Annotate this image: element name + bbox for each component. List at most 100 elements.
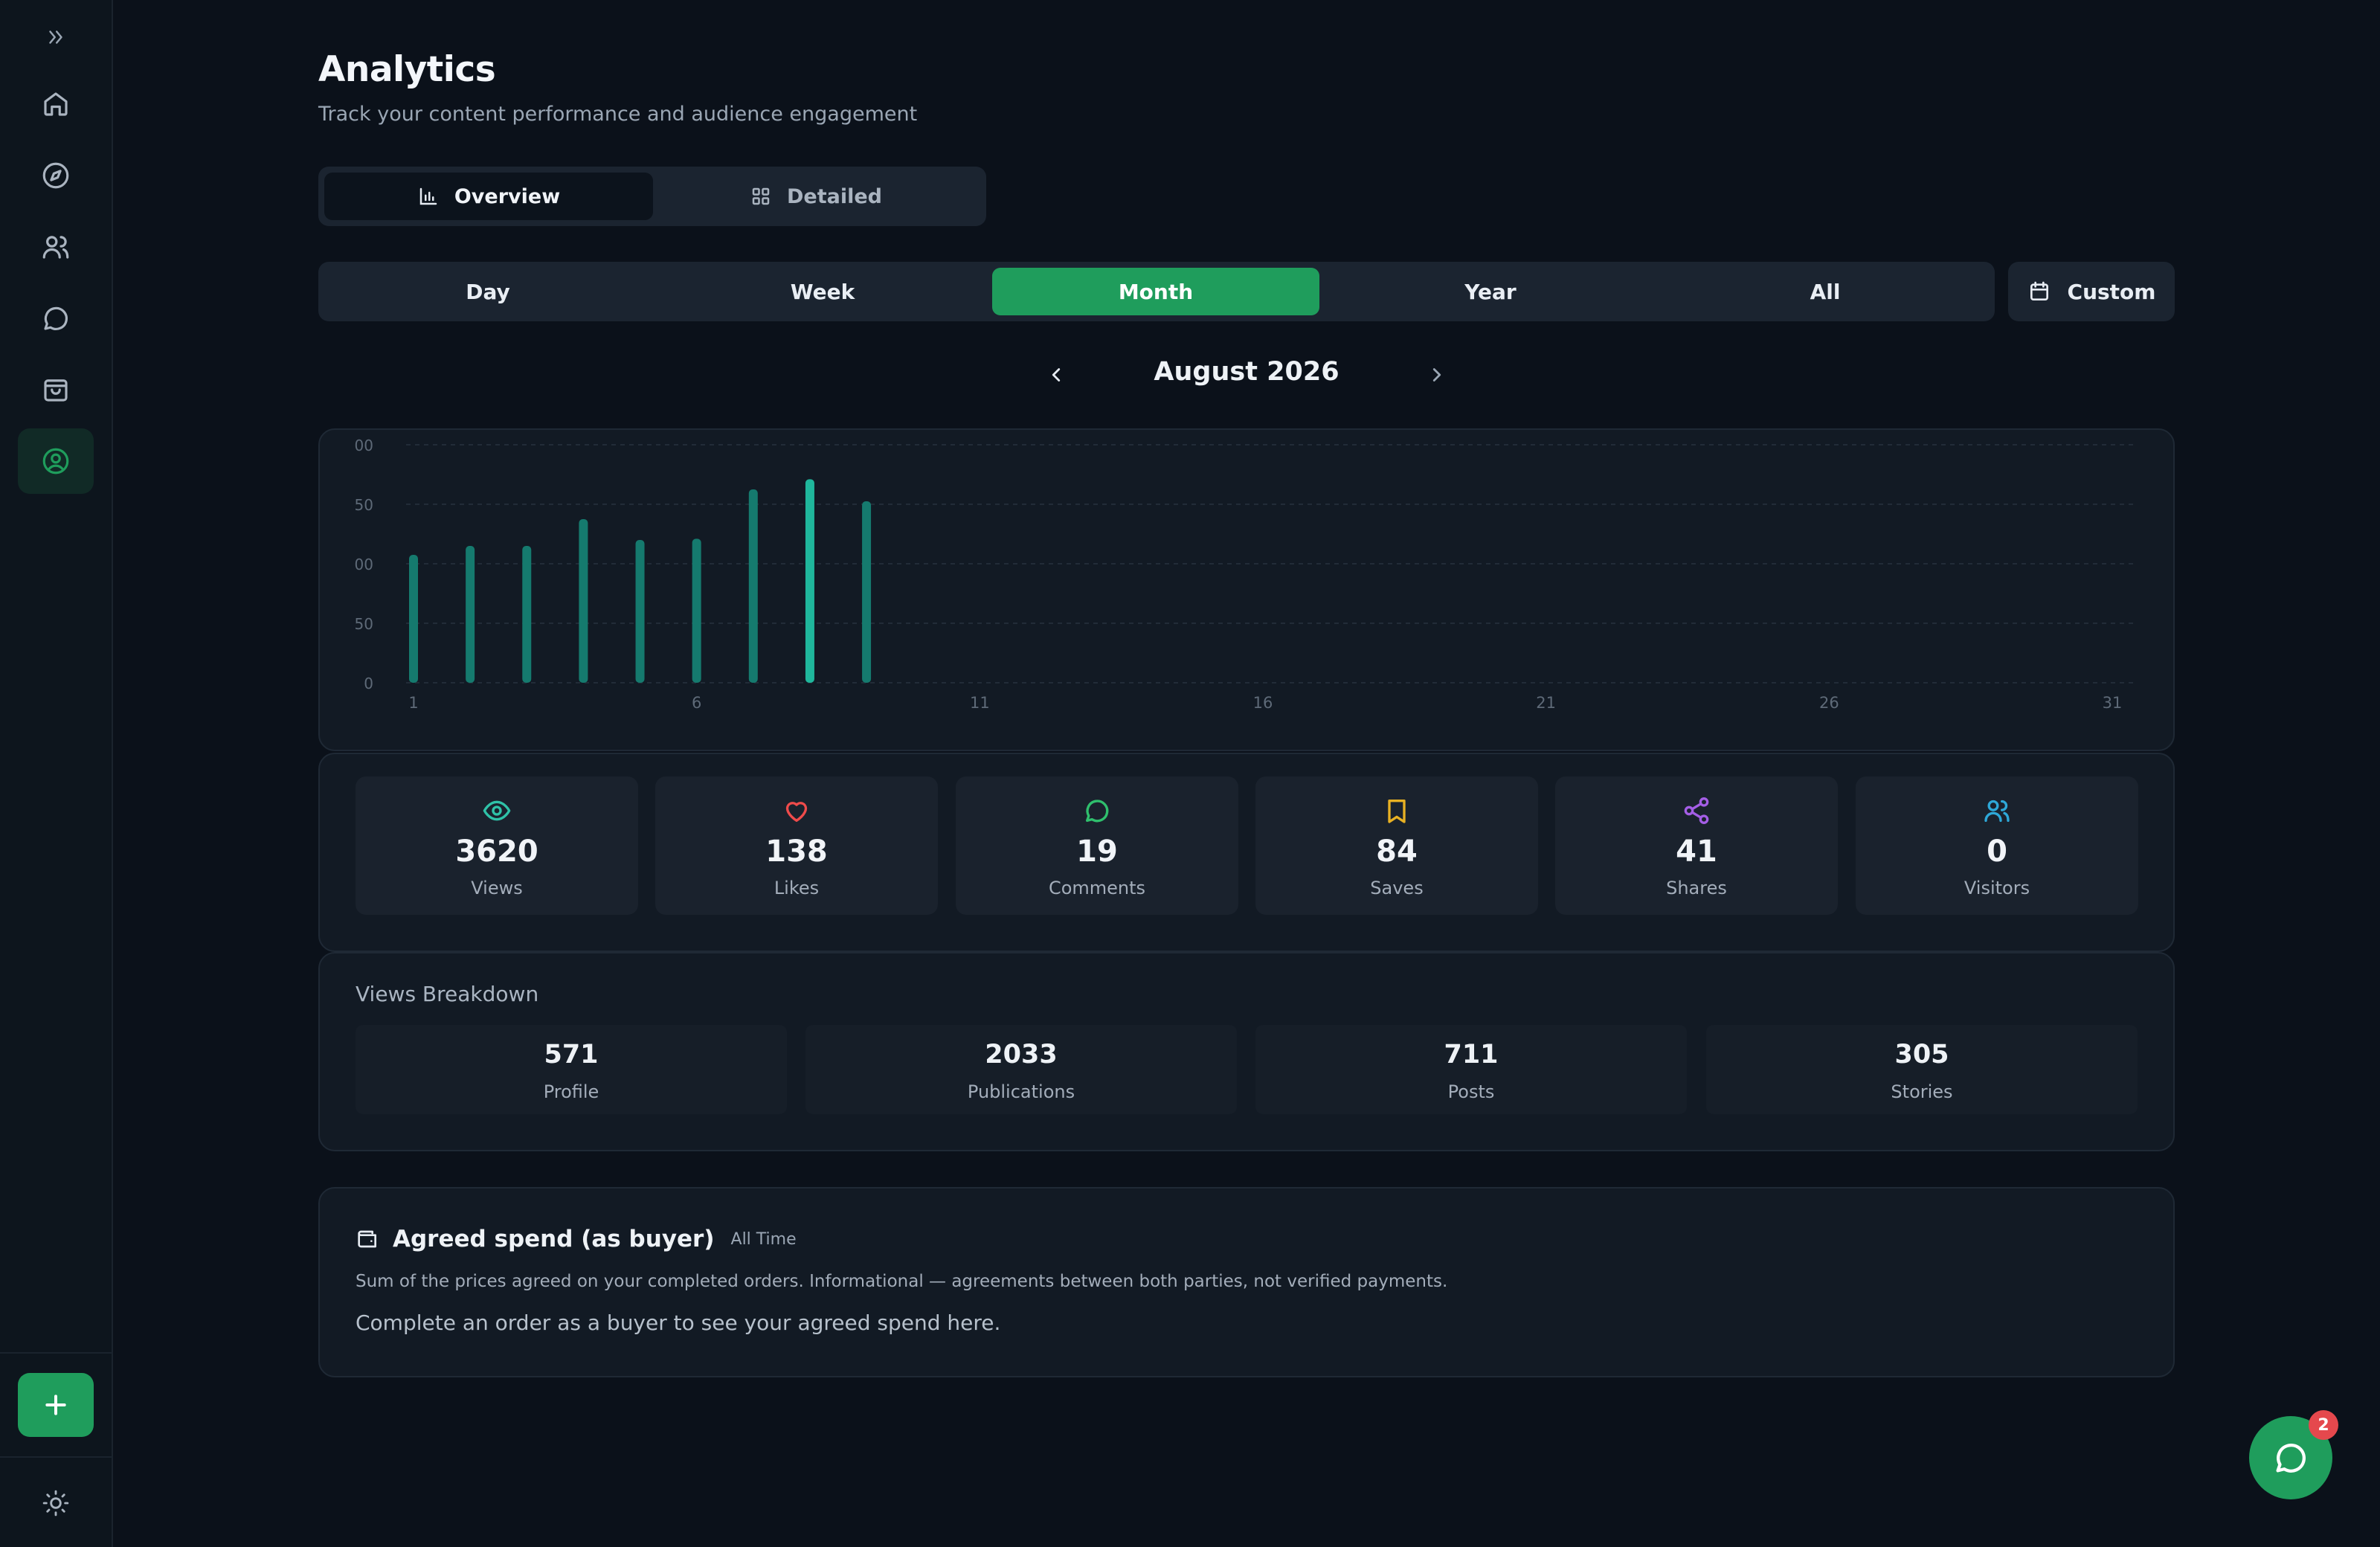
- tab-overview[interactable]: Overview: [324, 173, 653, 220]
- breakdown-profile: 571 Profile: [356, 1025, 787, 1114]
- stat-shares: 41 Shares: [1555, 776, 1838, 915]
- sun-icon: [42, 1490, 69, 1517]
- chart-bar[interactable]: [522, 546, 532, 683]
- stat-views: 3620 Views: [356, 776, 638, 915]
- views-breakdown-card: Views Breakdown 571 Profile 2033 Publica…: [318, 952, 2175, 1151]
- chart-bar[interactable]: [409, 555, 418, 683]
- period-tabs: Day Week Month Year All: [318, 262, 1995, 321]
- period-all[interactable]: All: [1810, 279, 1841, 304]
- create-button[interactable]: [18, 1373, 94, 1437]
- chat-unread-badge: 2: [2309, 1410, 2338, 1440]
- stat-label: Likes: [774, 878, 820, 898]
- page-subtitle: Track your content performance and audie…: [318, 103, 918, 126]
- chevron-left-icon: [1052, 368, 1061, 382]
- breakdown-publications: 2033 Publications: [805, 1025, 1237, 1114]
- x-tick-label: 21: [1536, 694, 1556, 712]
- share-icon: [1684, 797, 1709, 825]
- stat-label: Comments: [1048, 878, 1146, 898]
- sidebar-item-shop[interactable]: [18, 357, 94, 422]
- bar-chart-icon: [419, 187, 437, 205]
- breakdown-label: Publications: [967, 1081, 1075, 1102]
- stat-value: 3620: [455, 834, 538, 869]
- stat-label: Shares: [1666, 878, 1727, 898]
- bookmark-icon: [1388, 800, 1406, 823]
- y-tick-label: 50: [355, 615, 373, 633]
- sidebar-divider: [0, 1456, 112, 1458]
- previous-month-button[interactable]: [1041, 360, 1071, 390]
- x-tick-label: 1: [408, 694, 418, 712]
- views-chart-card: 0 50 00 50 00 1 6 11 16 21 26 31: [318, 428, 2175, 751]
- agreed-spend-description: Sum of the prices agreed on your complet…: [356, 1272, 1448, 1291]
- stat-value: 138: [765, 834, 828, 869]
- stat-label: Visitors: [1964, 878, 2030, 898]
- breakdown-value: 571: [544, 1040, 599, 1070]
- x-tick-label: 26: [1819, 694, 1839, 712]
- x-tick-label: 6: [692, 694, 701, 712]
- expand-sidebar-icon[interactable]: [41, 22, 71, 52]
- sidebar-item-explore[interactable]: [18, 143, 94, 208]
- sidebar-item-home[interactable]: [18, 71, 94, 137]
- sidebar-item-profile[interactable]: [18, 428, 94, 494]
- heart-icon: [785, 802, 808, 822]
- breakdown-title: Views Breakdown: [356, 982, 539, 1006]
- breakdown-posts: 711 Posts: [1255, 1025, 1687, 1114]
- stat-value: 0: [1987, 834, 2007, 869]
- chevron-right-icon: [1432, 368, 1441, 382]
- grid-icon: [752, 187, 770, 205]
- period-month[interactable]: Month: [992, 268, 1319, 315]
- stat-comments: 19 Comments: [956, 776, 1238, 915]
- next-month-button[interactable]: [1422, 360, 1452, 390]
- chart-bar[interactable]: [466, 546, 475, 683]
- chart-bar[interactable]: [692, 538, 701, 683]
- sidebar: [0, 0, 113, 1547]
- chart-bar[interactable]: [579, 519, 588, 683]
- tab-detailed-label: Detailed: [787, 184, 882, 208]
- chart-bar[interactable]: [635, 540, 645, 683]
- chart-bar[interactable]: [748, 489, 758, 683]
- custom-range-button[interactable]: Custom: [2008, 262, 2175, 321]
- y-tick-label: 0: [364, 675, 373, 692]
- y-tick-label: 00: [355, 556, 373, 573]
- y-tick-label: 00: [355, 437, 373, 454]
- view-tabs: Overview Detailed: [318, 167, 986, 226]
- users-icon: [1984, 800, 2010, 822]
- sidebar-divider: [0, 1352, 112, 1354]
- stat-value: 41: [1676, 834, 1717, 869]
- breakdown-label: Stories: [1891, 1081, 1953, 1102]
- period-year[interactable]: Year: [1464, 279, 1517, 304]
- stat-label: Saves: [1370, 878, 1424, 898]
- user-circle-icon: [42, 448, 69, 475]
- theme-toggle[interactable]: [39, 1486, 73, 1520]
- breakdown-value: 2033: [985, 1040, 1058, 1070]
- x-tick-label: 11: [970, 694, 990, 712]
- period-day[interactable]: Day: [466, 279, 510, 304]
- breakdown-stories: 305 Stories: [1706, 1025, 2138, 1114]
- agreed-spend-header: Agreed spend (as buyer) All Time: [356, 1226, 797, 1252]
- x-tick-label: 31: [2103, 694, 2123, 712]
- agreed-spend-title: Agreed spend (as buyer): [393, 1226, 715, 1252]
- breakdown-value: 711: [1444, 1040, 1499, 1070]
- sidebar-item-people[interactable]: [18, 214, 94, 280]
- calendar-icon: [2030, 281, 2048, 300]
- agreed-spend-empty-state: Complete an order as a buyer to see your…: [356, 1310, 1001, 1335]
- plus-icon: [45, 1395, 66, 1415]
- comment-icon: [1086, 800, 1109, 823]
- wallet-icon: [358, 1230, 376, 1248]
- stats-card: 3620 Views 138 Likes 19 Comments 84 Save…: [318, 753, 2175, 952]
- stat-value: 84: [1376, 834, 1418, 869]
- compass-icon: [42, 162, 69, 189]
- tab-detailed[interactable]: Detailed: [652, 173, 980, 220]
- chart-bar[interactable]: [862, 501, 872, 683]
- sidebar-item-messages[interactable]: [18, 286, 94, 351]
- chat-icon: [2276, 1444, 2306, 1473]
- stat-visitors: 0 Visitors: [1856, 776, 2138, 915]
- agreed-spend-period: All Time: [730, 1229, 797, 1249]
- stat-value: 19: [1076, 834, 1118, 869]
- chart-bar[interactable]: [805, 479, 814, 683]
- breakdown-value: 305: [1894, 1040, 1949, 1070]
- custom-range-label: Custom: [2067, 279, 2156, 304]
- message-icon: [44, 306, 68, 330]
- stat-label: Views: [471, 878, 523, 898]
- current-month-label: August 2026: [1154, 357, 1339, 387]
- period-week[interactable]: Week: [790, 279, 855, 304]
